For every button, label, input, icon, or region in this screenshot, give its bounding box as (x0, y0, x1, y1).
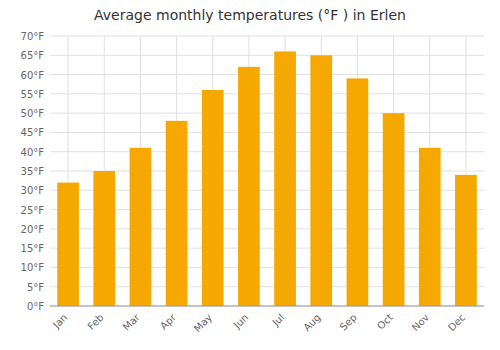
bar (419, 148, 441, 306)
y-tick-label: 15°F (21, 243, 45, 254)
y-tick-label: 30°F (21, 185, 45, 196)
x-tick-label: Jul (269, 312, 286, 329)
y-grid-line (50, 93, 484, 94)
y-tick-label: 60°F (21, 70, 45, 81)
x-tick-label: May (192, 312, 214, 334)
bars (57, 51, 477, 306)
y-tick-label: 40°F (21, 147, 45, 158)
bar (202, 90, 224, 306)
y-grid-line (50, 74, 484, 75)
y-axis: 0°F 5°F 10°F 15°F 20°F 25°F 30°F 35°F 40°F 45°F 50… (21, 31, 45, 312)
bar (166, 121, 188, 306)
y-tick-label: 25°F (21, 205, 45, 216)
y-grid-line (50, 306, 484, 307)
x-tick-label: Aug (301, 312, 323, 334)
bar (130, 148, 152, 306)
y-tick-label: 10°F (21, 262, 45, 273)
y-grid-line (50, 36, 484, 37)
y-tick-label: 20°F (21, 224, 45, 235)
y-tick-label: 45°F (21, 127, 45, 138)
y-tick-label: 35°F (21, 166, 45, 177)
y-grid-line (50, 55, 484, 56)
bar (57, 183, 79, 306)
chart-title: Average monthly temperatures (°F ) in Er… (94, 7, 406, 23)
x-tick-label: Dec (446, 312, 467, 333)
y-tick-label: 55°F (21, 89, 45, 100)
bar (274, 51, 296, 306)
x-axis: Jan Feb Mar Apr May Jun Jul Aug Sep Oct Nov Dec (50, 311, 467, 334)
x-tick-label: Oct (375, 312, 395, 332)
x-tick-label: Jan (50, 312, 69, 331)
bar (93, 171, 115, 306)
bar (383, 113, 405, 306)
bar (310, 55, 332, 306)
bar (455, 175, 477, 306)
y-tick-label: 5°F (27, 282, 44, 293)
chart-container: Average monthly temperatures (°F ) in Er… (0, 0, 500, 350)
y-tick-label: 70°F (21, 31, 45, 42)
y-grid-line (50, 132, 484, 133)
x-tick-label: Nov (410, 312, 432, 334)
y-tick-label: 0°F (27, 301, 44, 312)
x-tick-label: Sep (338, 312, 359, 333)
grid (50, 36, 484, 306)
x-tick-label: Feb (85, 312, 105, 332)
bar (238, 67, 260, 306)
x-tick-label: Mar (121, 311, 143, 333)
bar (347, 78, 369, 306)
x-tick-label: Apr (158, 311, 179, 332)
x-axis-line (50, 306, 484, 307)
y-tick-label: 65°F (21, 50, 45, 61)
y-grid-line (50, 113, 484, 114)
y-tick-label: 50°F (21, 108, 45, 119)
x-tick-label: Jun (231, 312, 251, 332)
chart-svg: Average monthly temperatures (°F ) in Er… (0, 0, 500, 350)
